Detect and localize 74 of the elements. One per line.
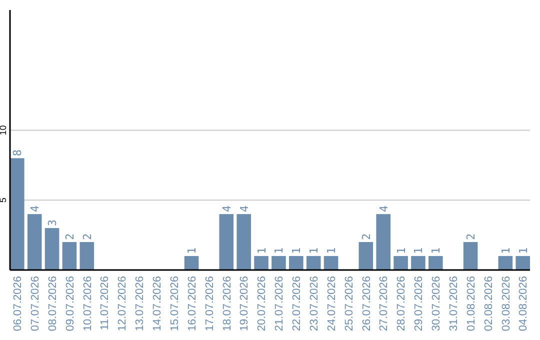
- data-label: 4: [238, 205, 251, 212]
- bar: [358, 242, 374, 270]
- data-label: 2: [63, 233, 76, 240]
- data-label: 1: [430, 247, 443, 254]
- x-tick-label: 20.07.2026: [256, 276, 268, 332]
- bar: [27, 214, 42, 270]
- x-tick-label: 27.07.2026: [378, 276, 390, 332]
- bar: [516, 256, 530, 270]
- data-label: 2: [80, 233, 94, 240]
- bar: [219, 214, 234, 270]
- x-tick-label: 07.07.2026: [29, 276, 42, 332]
- data-label: 1: [516, 247, 530, 254]
- data-label: 1: [499, 247, 512, 254]
- x-tick-label: 17.07.2026: [204, 276, 216, 332]
- x-tick-label: 30.07.2026: [430, 276, 443, 332]
- x-tick-label: 25.07.2026: [343, 276, 356, 332]
- x-tick-label: 28.07.2026: [396, 276, 408, 332]
- bar: [376, 214, 390, 270]
- x-tick-label: 21.07.2026: [274, 276, 286, 332]
- bar: [80, 242, 94, 270]
- x-tick-label: 13.07.2026: [134, 276, 146, 332]
- y-tick-label: 10: [0, 125, 8, 136]
- x-tick-label: 19.07.2026: [238, 276, 251, 332]
- data-label: 1: [272, 247, 286, 254]
- data-label: 1: [308, 247, 321, 254]
- x-tick-label: 24.07.2026: [326, 276, 338, 332]
- data-label: 3: [46, 219, 60, 226]
- data-label: 1: [290, 247, 304, 254]
- y-tick-label: 5: [0, 198, 8, 203]
- data-label: 1: [186, 247, 199, 254]
- x-tick-label: 18.07.2026: [221, 276, 234, 332]
- data-label: 4: [220, 205, 234, 212]
- data-label: 2: [464, 233, 478, 240]
- bar: [10, 158, 24, 270]
- x-tick-label: 09.07.2026: [64, 276, 76, 332]
- data-label: 4: [377, 205, 390, 212]
- data-label: 4: [28, 205, 42, 212]
- x-tick-label: 11.07.2026: [99, 276, 112, 330]
- bar: [62, 242, 77, 270]
- x-tick-label: 29.07.2026: [413, 276, 426, 332]
- x-tick-label: 02.08.2026: [482, 276, 495, 332]
- x-tick-label: 04.08.2026: [518, 276, 530, 332]
- data-label: 1: [412, 247, 426, 254]
- bar: [394, 256, 408, 270]
- x-tick-label: 31.07.2026: [448, 276, 460, 332]
- bar: [184, 256, 199, 270]
- x-tick-label: 06.07.2026: [12, 276, 24, 332]
- bar: [272, 256, 286, 270]
- bar: [498, 256, 513, 270]
- data-label: 1: [394, 247, 408, 254]
- x-tick-label: 08.07.2026: [46, 276, 59, 332]
- data-label: 2: [360, 233, 373, 240]
- bar: [236, 214, 251, 270]
- x-tick-label: 22.07.2026: [291, 276, 304, 332]
- x-tick-label: 10.07.2026: [82, 276, 94, 332]
- x-tick-label: 16.07.2026: [186, 276, 198, 332]
- bar: [463, 242, 478, 270]
- x-tick-label: 01.08.2026: [465, 276, 478, 332]
- data-label: 1: [325, 247, 338, 254]
- x-tick-label: 26.07.2026: [360, 276, 373, 332]
- x-tick-label: 15.07.2026: [168, 276, 181, 332]
- x-tick-label: 12.07.2026: [116, 276, 129, 332]
- bar: [289, 256, 304, 270]
- bar: [411, 256, 426, 270]
- x-tick-label: 03.08.2026: [500, 276, 512, 332]
- data-label: 8: [11, 150, 24, 156]
- bar: [428, 256, 443, 270]
- x-tick-label: 14.07.2026: [152, 276, 164, 332]
- bar: [324, 256, 338, 270]
- bar: [44, 228, 60, 270]
- data-label: 1: [255, 247, 268, 254]
- x-tick-label: 23.07.2026: [308, 276, 320, 332]
- bar: [306, 256, 321, 270]
- bar: [254, 256, 268, 270]
